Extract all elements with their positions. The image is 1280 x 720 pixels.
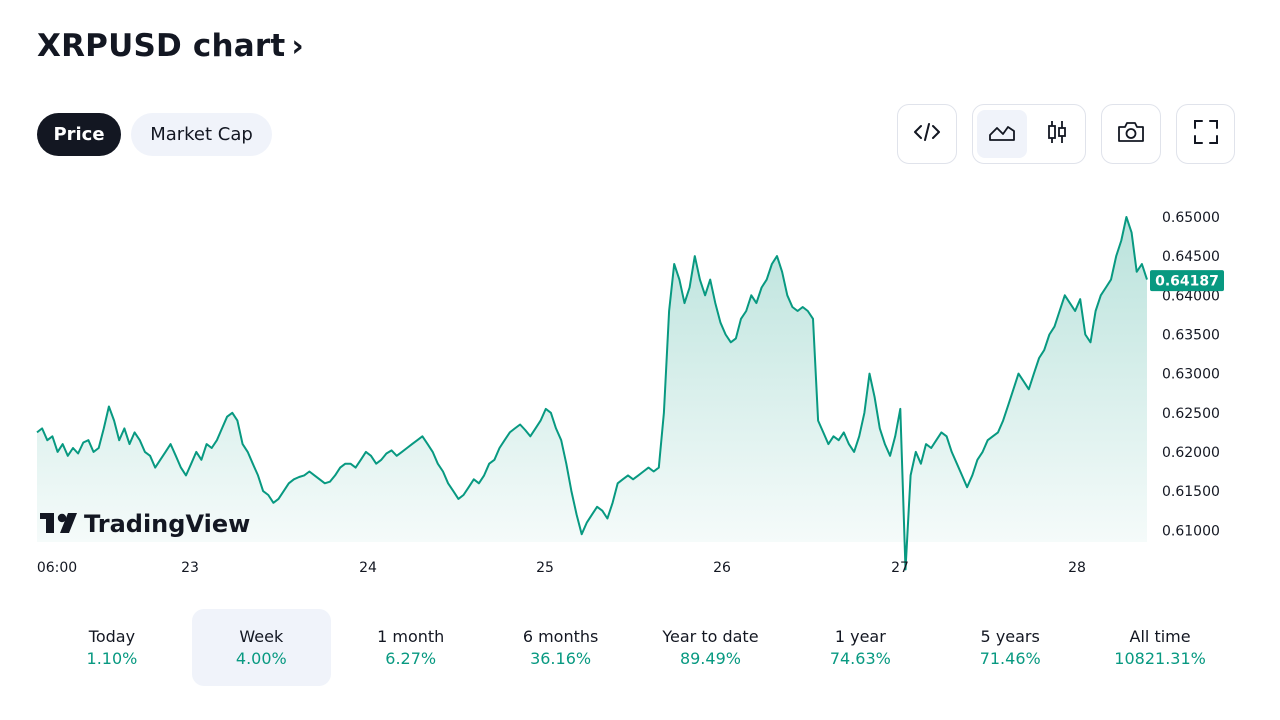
y-tick-label: 0.62500 bbox=[1162, 406, 1220, 422]
period-change-value: 74.63% bbox=[829, 648, 891, 668]
period-button[interactable]: 6 months 36.16% bbox=[486, 609, 636, 686]
y-tick-label: 0.63000 bbox=[1162, 367, 1220, 383]
tab-price[interactable]: Price bbox=[37, 113, 121, 156]
fullscreen-icon bbox=[1192, 118, 1220, 150]
period-change-value: 71.46% bbox=[979, 648, 1041, 668]
period-change-value: 1.10% bbox=[86, 648, 138, 668]
performance-periods: Today 1.10% Week 4.00% 1 month 6.27% 6 months 3… bbox=[37, 609, 1235, 686]
y-tick-label: 0.64500 bbox=[1162, 249, 1220, 265]
period-label: 5 years bbox=[980, 626, 1040, 646]
price-chart[interactable]: 0.65000 0.64500 0.64000 0.63500 0.63000 0.625… bbox=[0, 180, 1280, 580]
period-label: All time bbox=[1129, 626, 1191, 646]
tab-market-cap-label: Market Cap bbox=[150, 124, 253, 145]
x-tick-label: 24 bbox=[359, 560, 377, 576]
tradingview-logo-text: TradingView bbox=[84, 510, 250, 538]
x-tick-label: 25 bbox=[536, 560, 554, 576]
x-tick-label: 06:00 bbox=[37, 560, 77, 576]
code-icon bbox=[913, 121, 941, 147]
page-title: XRPUSD chart bbox=[37, 28, 286, 64]
tab-market-cap[interactable]: Market Cap bbox=[131, 113, 272, 156]
period-button[interactable]: All time 10821.31% bbox=[1085, 609, 1235, 686]
period-button[interactable]: Today 1.10% bbox=[37, 609, 187, 686]
x-tick-label: 23 bbox=[181, 560, 199, 576]
embed-button[interactable] bbox=[897, 104, 957, 164]
candlestick-icon bbox=[1045, 119, 1069, 149]
y-tick-label: 0.63500 bbox=[1162, 327, 1220, 343]
period-label: 6 months bbox=[522, 626, 599, 646]
y-tick-label: 0.61000 bbox=[1162, 523, 1220, 539]
snapshot-button[interactable] bbox=[1101, 104, 1161, 164]
period-change-value: 36.16% bbox=[530, 648, 592, 668]
period-change-value: 4.00% bbox=[235, 648, 287, 668]
period-button[interactable]: Week 4.00% bbox=[191, 609, 331, 686]
period-button[interactable]: 1 year 74.63% bbox=[785, 609, 935, 686]
period-change-value: 89.49% bbox=[679, 648, 741, 668]
y-axis: 0.65000 0.64500 0.64000 0.63500 0.63000 0.625… bbox=[1162, 210, 1220, 539]
tab-price-label: Price bbox=[53, 124, 105, 145]
x-axis: 06:00 23 24 25 26 27 28 bbox=[37, 560, 1086, 576]
tradingview-logo: TradingView bbox=[40, 510, 250, 538]
period-label: Year to date bbox=[662, 626, 759, 646]
y-tick-label: 0.64000 bbox=[1162, 288, 1220, 304]
area-chart-icon bbox=[988, 122, 1016, 146]
y-tick-label: 0.62000 bbox=[1162, 445, 1220, 461]
price-area-fill bbox=[37, 217, 1147, 570]
chart-title-link[interactable]: XRPUSD chart › bbox=[37, 28, 304, 64]
period-change-value: 10821.31% bbox=[1114, 648, 1206, 668]
x-tick-label: 28 bbox=[1068, 560, 1086, 576]
area-chart-button[interactable] bbox=[977, 110, 1027, 158]
camera-icon bbox=[1116, 120, 1146, 148]
period-button[interactable]: Year to date 89.49% bbox=[636, 609, 786, 686]
y-tick-label: 0.61500 bbox=[1162, 484, 1220, 500]
period-label: 1 month bbox=[377, 626, 445, 646]
x-tick-label: 26 bbox=[713, 560, 731, 576]
period-label: 1 year bbox=[834, 626, 886, 646]
chart-style-toggle bbox=[972, 104, 1086, 164]
x-tick-label: 27 bbox=[891, 560, 909, 576]
period-change-value: 6.27% bbox=[385, 648, 437, 668]
chevron-right-icon: › bbox=[291, 28, 304, 64]
period-button[interactable]: 5 years 71.46% bbox=[935, 609, 1085, 686]
price-line bbox=[36, 216, 1148, 571]
candlestick-button[interactable] bbox=[1032, 110, 1082, 158]
current-price-label: 0.64187 bbox=[1155, 274, 1219, 290]
fullscreen-button[interactable] bbox=[1176, 104, 1235, 164]
period-label: Week bbox=[239, 626, 284, 646]
y-tick-label: 0.65000 bbox=[1162, 210, 1220, 226]
period-label: Today bbox=[88, 626, 136, 646]
current-price-badge: 0.64187 bbox=[1150, 270, 1224, 292]
period-button[interactable]: 1 month 6.27% bbox=[336, 609, 486, 686]
tradingview-logo-icon bbox=[40, 513, 77, 533]
